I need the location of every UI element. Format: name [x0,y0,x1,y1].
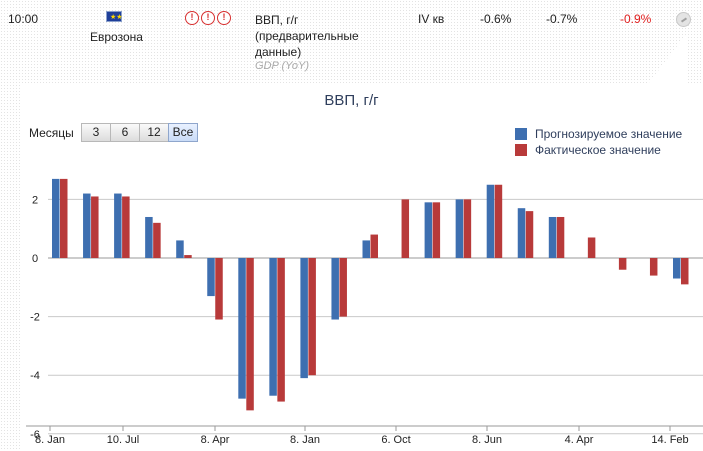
eu-flag-icon: ★★ [106,11,123,22]
legend-item-actual[interactable]: Фактическое значение [515,142,682,158]
legend-label: Фактическое значение [535,143,661,157]
forecast-bar [52,178,60,258]
forecast-bar [424,202,433,258]
actual-bar [91,196,99,258]
forecast-bar [455,199,464,258]
event-name: ВВП, г/г (предварительные данные) [255,13,359,59]
actual-bar [246,258,254,411]
event-actual: -0.9% [620,12,652,26]
event-previous: -0.7% [546,12,578,26]
chart-panel [20,84,703,451]
chart-icon[interactable] [676,12,691,27]
forecast-bar [238,258,246,399]
forecast-bar [83,193,91,258]
chart-title: ВВП, г/г [324,92,379,109]
actual-bar [432,202,441,258]
forecast-bar [176,240,184,258]
forecast-bar [362,240,370,258]
actual-bar [494,184,503,258]
event-name-en: GDP (YoY) [255,60,309,72]
forecast-bar [673,258,681,279]
y-tick-label: -4 [30,370,40,382]
actual-bar [587,237,596,258]
event-period: IV кв [418,12,445,26]
range-label: Месяцы [29,126,74,140]
y-tick-label: -6 [30,429,40,441]
actual-bar [525,211,534,258]
event-row: 10:00 ★★ Еврозона ! ! ! ВВП, г/г (предва… [0,0,703,82]
actual-bar [649,258,658,276]
actual-bar [153,222,161,258]
actual-bar [308,258,316,376]
forecast-bar [331,258,339,320]
legend-label: Прогнозируемое значение [535,127,683,141]
actual-bar [215,258,223,320]
x-tick-label: 14. Feb [651,434,688,446]
event-forecast: -0.6% [480,12,512,26]
range-button-12[interactable]: 12 [139,123,169,142]
x-tick-label: 10. Jul [107,434,139,446]
x-tick-label: 8. Jan [35,434,65,446]
actual-bar [556,216,565,258]
legend-swatch [515,144,527,156]
legend-item-forecast[interactable]: Прогнозируемое значение [515,126,682,142]
range-button-all[interactable]: Все [168,123,198,142]
forecast-bar [486,184,495,258]
forecast-bar [269,258,277,396]
x-tick-label: 4. Apr [565,434,594,446]
forecast-bar [207,258,215,297]
importance-icon: ! [185,11,199,25]
y-tick-label: 2 [32,194,38,206]
actual-bar [277,258,285,402]
actual-bar [463,199,472,258]
actual-bar [370,234,378,258]
forecast-bar [517,208,526,258]
forecast-bar [548,216,557,258]
x-tick-label: 6. Oct [381,434,410,446]
legend-swatch [515,128,527,140]
actual-bar [122,196,130,258]
event-country: Еврозона [90,30,143,44]
y-tick-label: 0 [32,253,38,265]
event-time: 10:00 [8,12,39,26]
actual-bar [60,178,68,258]
x-tick-label: 8. Jun [472,434,502,446]
forecast-bar [114,193,122,258]
importance-icon: ! [217,11,231,25]
y-tick-label: -2 [30,312,40,324]
forecast-bar [300,258,308,379]
chart-legend: Прогнозируемое значение Фактическое знач… [515,126,682,158]
importance-indicator: ! ! ! [185,11,231,25]
forecast-bar [145,216,153,258]
x-tick-label: 8. Apr [201,434,230,446]
actual-bar [339,258,347,317]
range-selector: 3 6 12 Все [81,123,198,142]
actual-bar [681,258,689,285]
popup-pointer [648,32,688,84]
importance-icon: ! [201,11,215,25]
actual-bar [401,199,410,258]
x-tick-label: 8. Jan [290,434,320,446]
actual-bar [618,258,627,270]
actual-bar [184,255,192,258]
